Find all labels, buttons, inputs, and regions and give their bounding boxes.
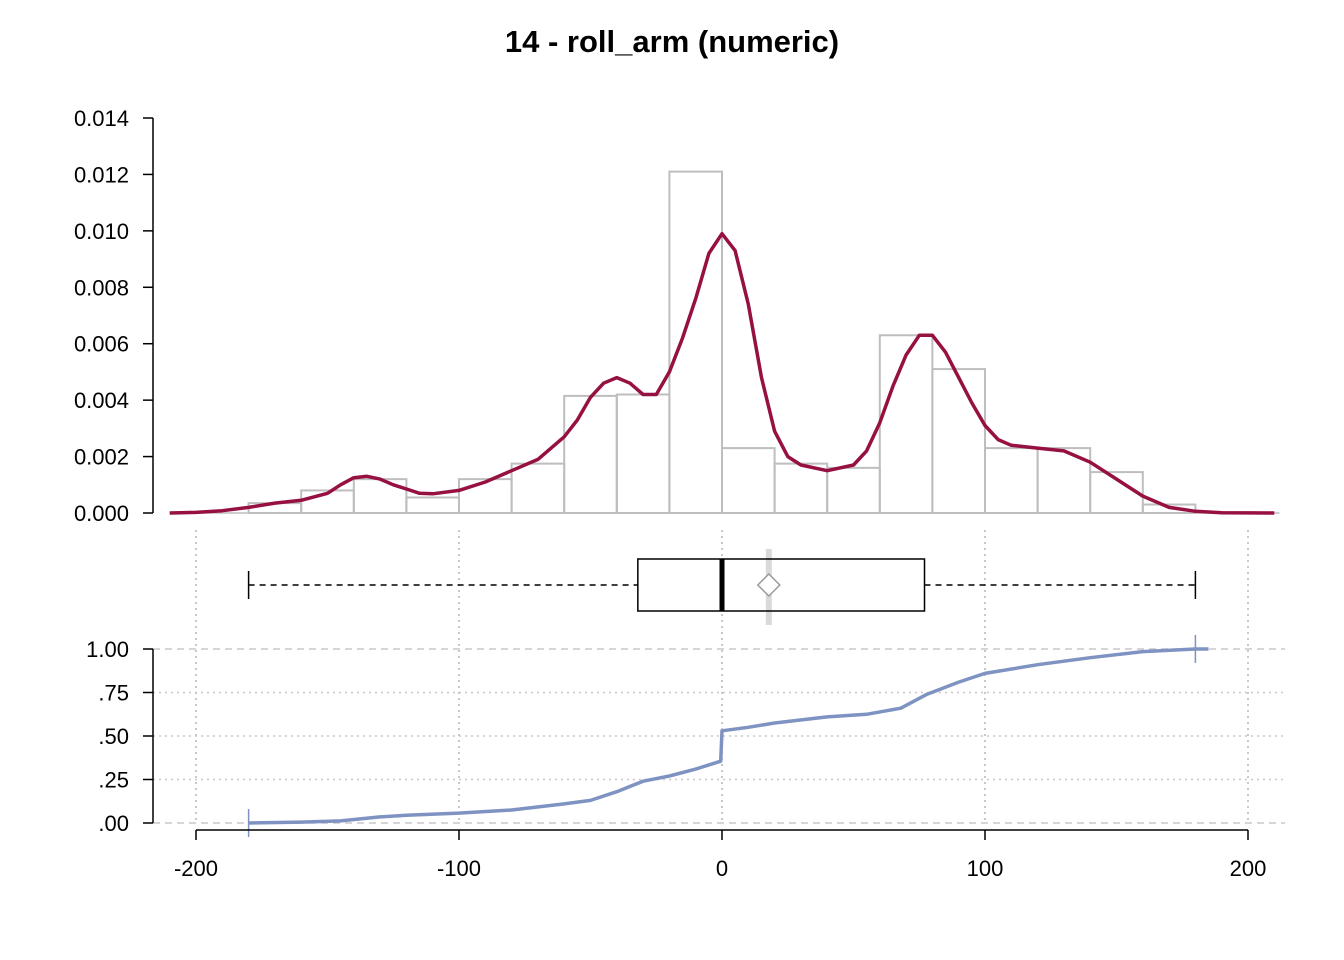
mean-marker bbox=[756, 572, 781, 598]
x-axis: -200 -100 0 100 200 bbox=[174, 829, 1267, 881]
x-tick-label: -200 bbox=[174, 856, 218, 881]
histogram-bar bbox=[458, 478, 513, 514]
histogram-panel: 0.000 0.002 0.004 0.006 0.008 0.010 0.012 0.014 bbox=[74, 106, 1280, 526]
histogram-y-tick-label: 0.002 bbox=[74, 445, 129, 470]
iqr-box bbox=[637, 558, 926, 612]
density-curve bbox=[169, 231, 1275, 515]
histogram-y-tick-label: 0.006 bbox=[74, 332, 129, 357]
histogram-bar bbox=[405, 496, 460, 515]
histogram-bar bbox=[721, 447, 776, 515]
histogram-bar bbox=[826, 466, 881, 515]
histogram-bar bbox=[878, 334, 934, 514]
ecdf-y-tick-label: .25 bbox=[98, 768, 129, 793]
ecdf-panel: .00 .25 .50 .75 1.00 bbox=[86, 635, 1285, 837]
histogram-bar bbox=[615, 393, 671, 514]
histogram-bar bbox=[931, 368, 987, 514]
histogram-bar bbox=[352, 478, 408, 514]
histogram-bar bbox=[563, 394, 618, 514]
chart-title: 14 - roll_arm (numeric) bbox=[505, 24, 839, 59]
x-tick-label: 100 bbox=[967, 856, 1004, 881]
ecdf-y-tick-label: 1.00 bbox=[86, 637, 129, 662]
boxplot-panel bbox=[247, 549, 1197, 625]
histogram-bar bbox=[510, 462, 566, 514]
x-tick-label: 200 bbox=[1230, 856, 1267, 881]
histogram-y-tick-label: 0.004 bbox=[74, 388, 129, 413]
x-tick-label: 0 bbox=[716, 856, 728, 881]
ecdf-y-tick-label: .00 bbox=[98, 811, 129, 836]
ecdf-curve bbox=[248, 647, 1209, 825]
histogram-y-tick-label: 0.010 bbox=[74, 219, 129, 244]
histogram-y-tick-label: 0.014 bbox=[74, 106, 129, 131]
histogram-y-tick-label: 0.012 bbox=[74, 162, 129, 187]
ecdf-y-tick-label: .75 bbox=[98, 681, 129, 706]
x-tick-label: -100 bbox=[437, 856, 481, 881]
histogram-bar bbox=[984, 447, 1039, 515]
histogram-y-tick-label: 0.008 bbox=[74, 275, 129, 300]
histogram-bar bbox=[668, 170, 724, 514]
histogram-bar bbox=[773, 462, 829, 514]
ecdf-y-tick-label: .50 bbox=[98, 724, 129, 749]
histogram-y-tick-label: 0.000 bbox=[74, 501, 129, 526]
